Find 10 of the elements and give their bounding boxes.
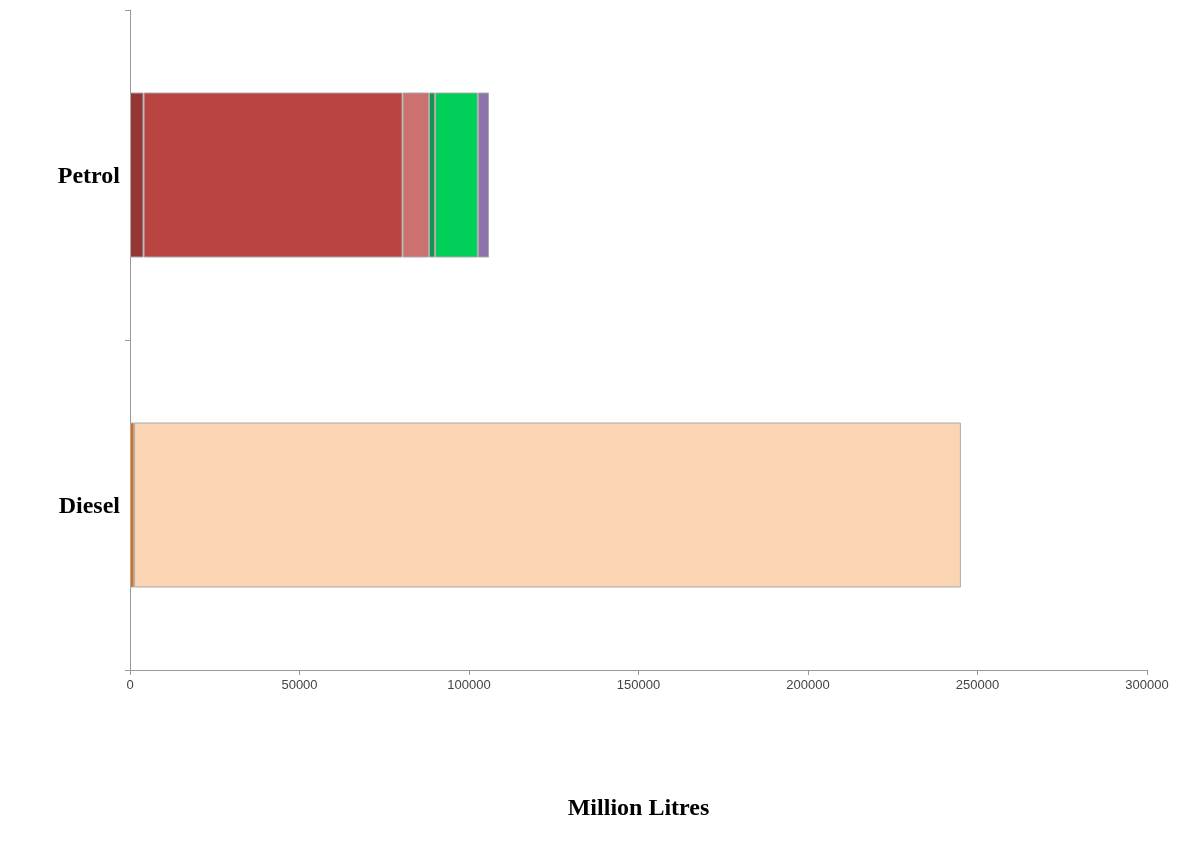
- x-tick-label: 150000: [616, 677, 661, 692]
- x-tick-label: 250000: [955, 677, 1000, 692]
- x-axis-title: Million Litres: [567, 794, 710, 820]
- x-tick-label: 50000: [281, 677, 318, 692]
- x-tick-label: 0: [126, 677, 134, 692]
- x-tick-label: 100000: [447, 677, 491, 692]
- y-tick-label: Petrol: [57, 162, 121, 188]
- x-tick-label: 300000: [1125, 677, 1169, 692]
- x-tick-label: 200000: [786, 677, 830, 692]
- y-tick-label: Diesel: [58, 492, 121, 518]
